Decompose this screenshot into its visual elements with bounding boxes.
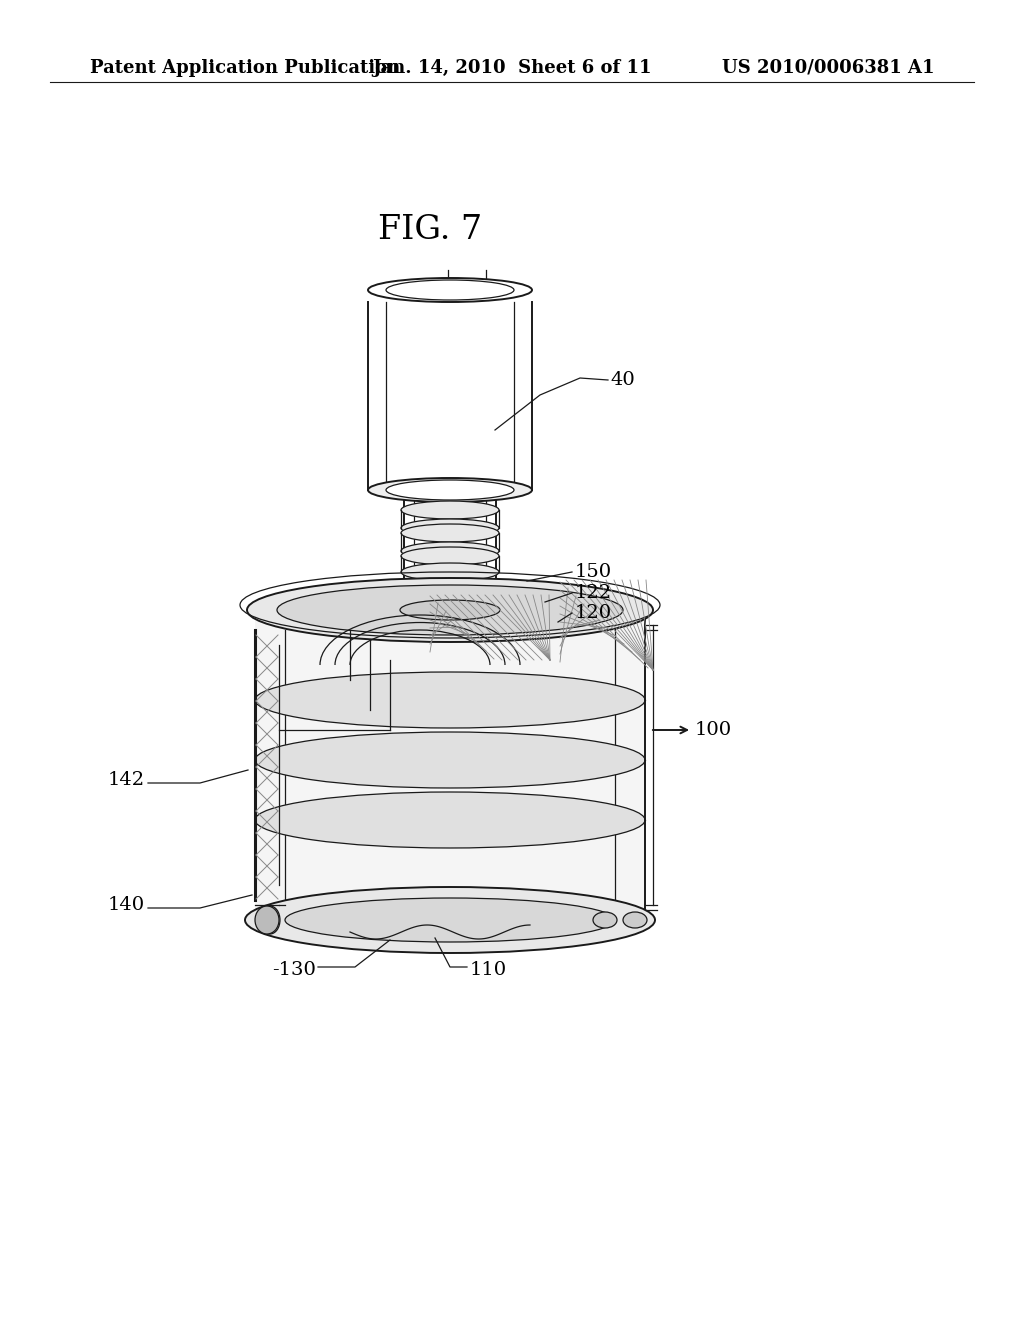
Ellipse shape (401, 546, 499, 565)
Ellipse shape (623, 912, 647, 928)
Text: US 2010/0006381 A1: US 2010/0006381 A1 (723, 59, 935, 77)
Ellipse shape (401, 519, 499, 537)
Ellipse shape (593, 912, 617, 928)
Ellipse shape (255, 906, 279, 935)
Ellipse shape (368, 279, 532, 302)
Ellipse shape (255, 792, 645, 847)
Ellipse shape (401, 524, 499, 543)
Ellipse shape (386, 480, 514, 500)
Ellipse shape (247, 578, 653, 642)
Text: Patent Application Publication: Patent Application Publication (90, 59, 400, 77)
Text: 40: 40 (610, 371, 635, 389)
Ellipse shape (255, 672, 645, 729)
Text: -130: -130 (272, 961, 316, 979)
Text: 150: 150 (575, 564, 612, 581)
Ellipse shape (401, 564, 499, 581)
Ellipse shape (245, 887, 655, 953)
Text: 120: 120 (575, 605, 612, 622)
Text: 110: 110 (470, 961, 507, 979)
Text: Jan. 14, 2010  Sheet 6 of 11: Jan. 14, 2010 Sheet 6 of 11 (373, 59, 651, 77)
Ellipse shape (386, 280, 514, 300)
Ellipse shape (400, 601, 500, 620)
Text: 100: 100 (695, 721, 732, 739)
Text: FIG. 7: FIG. 7 (378, 214, 482, 246)
Ellipse shape (255, 733, 645, 788)
Ellipse shape (260, 906, 280, 935)
Bar (255, 610, 645, 920)
Ellipse shape (285, 898, 615, 942)
Text: 122: 122 (575, 583, 612, 602)
Text: 142: 142 (108, 771, 145, 789)
Ellipse shape (368, 478, 532, 502)
Ellipse shape (401, 502, 499, 519)
Text: 140: 140 (108, 896, 145, 913)
Ellipse shape (278, 585, 623, 635)
Ellipse shape (401, 543, 499, 560)
